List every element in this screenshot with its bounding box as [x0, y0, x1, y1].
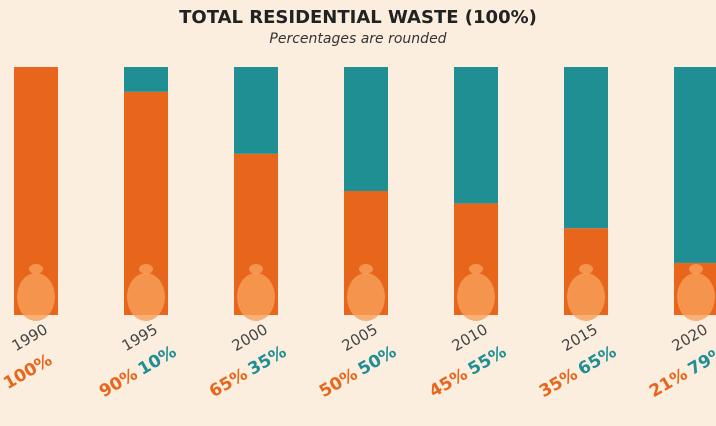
bag-icon [17, 273, 55, 321]
bag-icon [567, 273, 605, 321]
bar-segment [564, 67, 608, 229]
bar-segment [234, 67, 278, 154]
bag-icon [127, 273, 165, 321]
bar-segment [124, 67, 168, 92]
bar-segment [454, 67, 498, 204]
bag-icon [237, 273, 275, 321]
bag-knot [29, 264, 43, 274]
bag-knot [249, 264, 263, 274]
bag-icon [347, 273, 385, 321]
bag-knot [469, 264, 483, 274]
chart-title: TOTAL RESIDENTIAL WASTE (100%) [179, 7, 537, 28]
bag-knot [579, 264, 593, 274]
bag-knot [359, 264, 373, 274]
bar-segment [344, 67, 388, 191]
chart-subtitle: Percentages are rounded [269, 31, 446, 47]
bag-knot [139, 264, 153, 274]
bar-segment [674, 67, 716, 263]
bag-icon [677, 273, 715, 321]
bag-icon [457, 273, 495, 321]
bag-knot [689, 264, 703, 274]
